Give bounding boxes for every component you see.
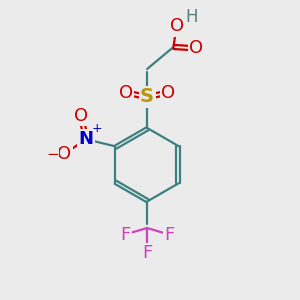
Text: O: O (170, 17, 184, 35)
Text: F: F (142, 244, 152, 262)
Text: +: + (92, 122, 102, 135)
Text: O: O (58, 145, 72, 163)
Text: F: F (164, 226, 174, 244)
Text: H: H (185, 8, 197, 26)
Text: O: O (161, 84, 175, 102)
Text: O: O (74, 107, 88, 125)
Text: S: S (140, 88, 154, 106)
Text: O: O (119, 84, 133, 102)
Text: O: O (190, 39, 204, 57)
Text: F: F (120, 226, 130, 244)
Text: −: − (46, 147, 58, 162)
Text: N: N (78, 130, 93, 148)
